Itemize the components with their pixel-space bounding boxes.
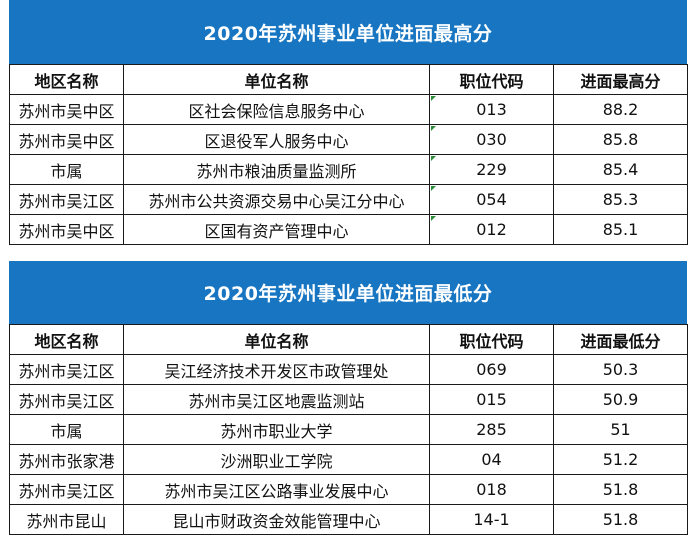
cell-region: 苏州市吴江区 [9,474,124,505]
data-table: 地区名称 单位名称 职位代码 进面最高分 苏州市吴中区 区社会保险信息服务中心 … [9,64,688,245]
cell-code: 229 [429,154,554,185]
table-row: 苏州市昆山 昆山市财政资金效能管理中心 14-1 51.8 [9,504,688,535]
header-region: 地区名称 [9,64,124,95]
cell-code: 069 [429,354,554,385]
cell-score: 85.8 [553,124,688,155]
table-row: 苏州市吴江区 吴江经济技术开发区市政管理处 069 50.3 [9,354,688,385]
header-row: 地区名称 单位名称 职位代码 进面最低分 [9,324,688,355]
cell-score: 85.4 [553,154,688,185]
cell-score: 51 [553,414,688,445]
cell-unit: 苏州市公共资源交易中心吴江分中心 [123,184,430,215]
cell-region: 苏州市吴江区 [9,354,124,385]
cell-unit: 区社会保险信息服务中心 [123,94,430,125]
cell-region: 苏州市吴中区 [9,214,124,245]
cell-region: 市属 [9,414,124,445]
cell-score: 50.3 [553,354,688,385]
cell-score: 50.9 [553,384,688,415]
header-unit: 单位名称 [123,64,430,95]
highest-score-table: 2020年苏州事业单位进面最高分 地区名称 单位名称 职位代码 进面最高分 苏州… [9,0,688,245]
cell-code: 14-1 [429,504,554,535]
header-row: 地区名称 单位名称 职位代码 进面最高分 [9,64,688,95]
cell-score: 51.8 [553,504,688,535]
table-title: 2020年苏州事业单位进面最高分 [9,0,687,64]
table-row: 苏州市吴中区 区社会保险信息服务中心 013 88.2 [9,94,688,125]
cell-code: 030 [429,124,554,155]
cell-unit: 吴江经济技术开发区市政管理处 [123,354,430,385]
table-row: 市属 苏州市粮油质量监测所 229 85.4 [9,154,688,185]
cell-score: 85.1 [553,214,688,245]
header-score: 进面最高分 [553,64,688,95]
cell-code: 013 [429,94,554,125]
header-region: 地区名称 [9,324,124,355]
cell-unit: 苏州市吴江区地震监测站 [123,384,430,415]
cell-region: 苏州市吴中区 [9,94,124,125]
header-code: 职位代码 [429,64,554,95]
cell-unit: 苏州市吴江区公路事业发展中心 [123,474,430,505]
header-score: 进面最低分 [553,324,688,355]
cell-unit: 苏州市粮油质量监测所 [123,154,430,185]
cell-region: 市属 [9,154,124,185]
cell-unit: 苏州市职业大学 [123,414,430,445]
cell-region: 苏州市张家港 [9,444,124,475]
table-row: 苏州市张家港 沙洲职业工学院 04 51.2 [9,444,688,475]
header-unit: 单位名称 [123,324,430,355]
cell-code: 012 [429,214,554,245]
data-table: 地区名称 单位名称 职位代码 进面最低分 苏州市吴江区 吴江经济技术开发区市政管… [9,324,688,535]
header-code: 职位代码 [429,324,554,355]
table-row: 苏州市吴中区 区退役军人服务中心 030 85.8 [9,124,688,155]
cell-unit: 沙洲职业工学院 [123,444,430,475]
cell-region: 苏州市昆山 [9,504,124,535]
cell-unit: 区国有资产管理中心 [123,214,430,245]
table-title: 2020年苏州事业单位进面最低分 [9,261,687,324]
cell-code: 015 [429,384,554,415]
cell-score: 85.3 [553,184,688,215]
lowest-score-table: 2020年苏州事业单位进面最低分 地区名称 单位名称 职位代码 进面最低分 苏州… [9,261,688,535]
cell-unit: 区退役军人服务中心 [123,124,430,155]
cell-region: 苏州市吴江区 [9,184,124,215]
table-row: 市属 苏州市职业大学 285 51 [9,414,688,445]
cell-score: 51.8 [553,474,688,505]
table-row: 苏州市吴江区 苏州市公共资源交易中心吴江分中心 054 85.3 [9,184,688,215]
table-row: 苏州市吴江区 苏州市吴江区地震监测站 015 50.9 [9,384,688,415]
table-row: 苏州市吴江区 苏州市吴江区公路事业发展中心 018 51.8 [9,474,688,505]
cell-region: 苏州市吴江区 [9,384,124,415]
cell-score: 88.2 [553,94,688,125]
cell-code: 285 [429,414,554,445]
cell-code: 04 [429,444,554,475]
cell-region: 苏州市吴中区 [9,124,124,155]
cell-score: 51.2 [553,444,688,475]
cell-code: 018 [429,474,554,505]
table-row: 苏州市吴中区 区国有资产管理中心 012 85.1 [9,214,688,245]
cell-unit: 昆山市财政资金效能管理中心 [123,504,430,535]
cell-code: 054 [429,184,554,215]
